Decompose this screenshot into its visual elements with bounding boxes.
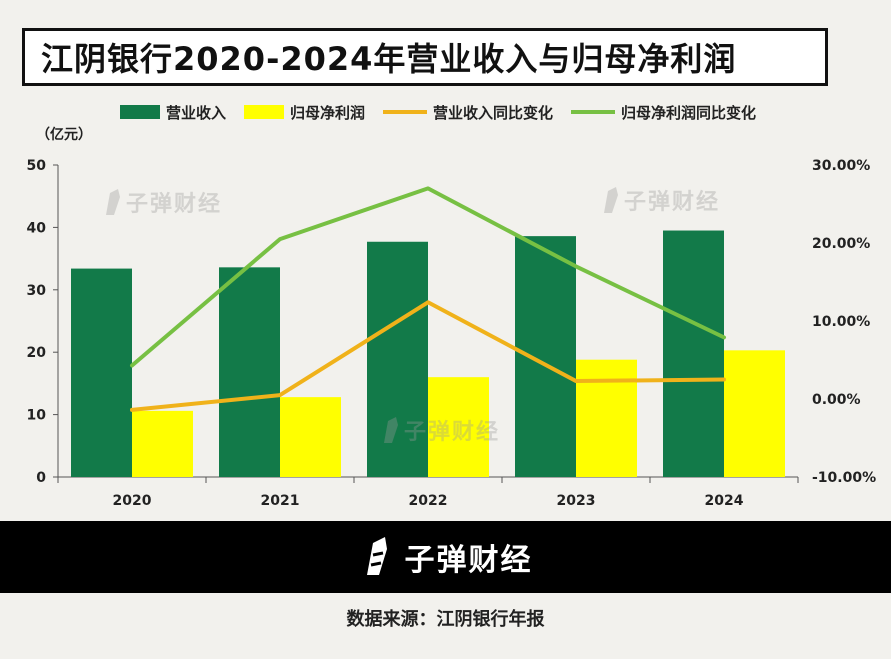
legend-swatch-revenue [120, 105, 160, 119]
left-axis-tick-label: 50 [27, 158, 47, 174]
left-axis-unit: （亿元） [36, 127, 92, 143]
left-axis-tick-label: 40 [27, 220, 47, 236]
watermark-text: 子弹财经 [126, 192, 223, 217]
bar-revenue [71, 268, 132, 477]
line-revenue-yoy [130, 300, 726, 412]
chart-title: 江阴银行2020-2024年营业收入与归母净利润 [41, 40, 737, 78]
bar-net-profit [428, 377, 489, 477]
bar-revenue [515, 236, 576, 477]
bullet-logo-icon [604, 187, 618, 213]
legend-label-revenue: 营业收入 [166, 103, 227, 122]
bar-net-profit [280, 397, 341, 477]
x-axis-tick-label: 2021 [261, 493, 300, 509]
bar-net-profit [724, 350, 785, 477]
x-axis-tick-label: 2023 [557, 493, 596, 509]
footer-logo: 子弹财经 [359, 535, 533, 579]
bullet-logo-icon [384, 417, 398, 443]
left-axis-tick-label: 10 [27, 408, 47, 424]
legend-item-net-profit: 归母净利润 [244, 102, 365, 123]
bar-revenue [367, 241, 428, 477]
watermark-text: 子弹财经 [404, 420, 501, 445]
left-axis-tick-label: 30 [27, 283, 47, 299]
legend-swatch-net-profit-yoy [571, 110, 616, 114]
chart-plot: 0 10 20 30 40 50 2020 2021 2022 2023 2024 -10.00% 0.… [27, 158, 877, 509]
footer-brand: 子弹财经 [404, 543, 533, 578]
right-axis-tick-label: 10.00% [812, 314, 870, 330]
right-axis-tick-label: 0.00% [812, 392, 861, 408]
watermark-center: 子弹财经 [378, 414, 500, 446]
left-axis-tick-label: 20 [27, 345, 47, 361]
bullet-logo-icon [106, 189, 120, 215]
right-axis-tick-label: -10.00% [812, 470, 876, 486]
line-net-profit-yoy [130, 186, 726, 368]
watermark-top-right: 子弹财经 [598, 184, 720, 216]
legend: 营业收入 归母净利润 营业收入同比变化 归母净利润同比变化 [120, 99, 774, 125]
bar-net-profit [576, 359, 637, 477]
x-axis-tick-label: 2024 [705, 493, 744, 509]
watermark-top-left: 子弹财经 [100, 186, 222, 218]
right-axis-tick-label: 30.00% [812, 158, 870, 174]
legend-swatch-net-profit [244, 105, 285, 119]
legend-item-revenue: 营业收入 [120, 102, 226, 123]
legend-item-revenue-yoy: 营业收入同比变化 [383, 102, 553, 123]
bullet-logo-icon [366, 537, 387, 575]
legend-swatch-revenue-yoy [383, 110, 428, 114]
legend-label-net-profit: 归母净利润 [290, 103, 366, 122]
x-axis-tick-label: 2020 [113, 493, 152, 509]
footer-band: 子弹财经 [0, 521, 891, 593]
bar-net-profit [132, 410, 193, 477]
legend-label-net-profit-yoy: 归母净利润同比变化 [621, 103, 757, 122]
legend-label-revenue-yoy: 营业收入同比变化 [433, 103, 554, 122]
legend-item-net-profit-yoy: 归母净利润同比变化 [571, 102, 756, 123]
x-axis-tick-label: 2022 [409, 493, 448, 509]
bar-revenue [663, 230, 724, 477]
watermark-text: 子弹财经 [624, 190, 721, 215]
chart-title-box: 江阴银行2020-2024年营业收入与归母净利润 [22, 28, 828, 86]
right-axis-tick-label: 20.00% [812, 236, 870, 252]
data-source: 数据来源：江阴银行年报 [346, 609, 545, 630]
bar-revenue [219, 267, 280, 477]
left-axis-tick-label: 0 [36, 470, 46, 486]
